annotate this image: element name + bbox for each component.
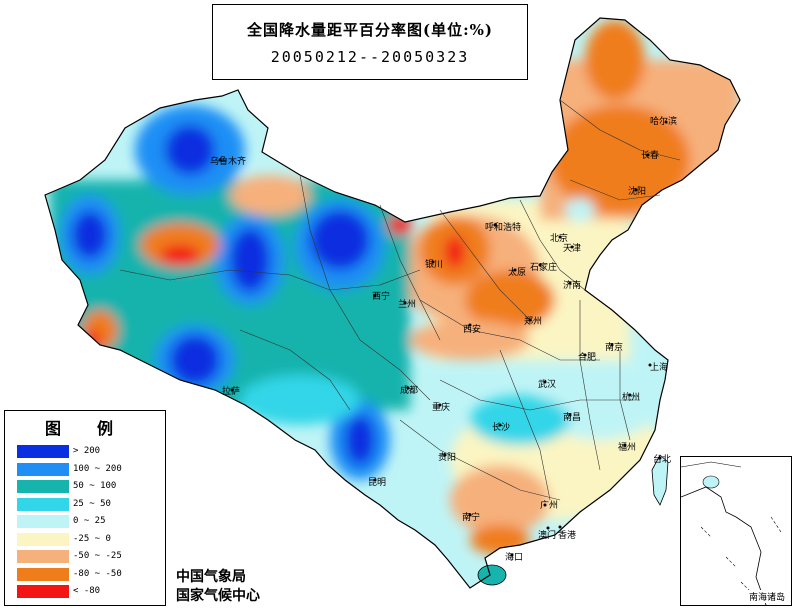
city-label: 天津 xyxy=(563,244,582,254)
legend-item: -80 ~ -50 xyxy=(17,567,165,584)
date-range: 20050212--20050323 xyxy=(270,48,470,66)
legend-item: 0 ~ 25 xyxy=(17,515,165,531)
city-label: 南京 xyxy=(605,343,624,353)
legend-title-char: 图 xyxy=(45,419,62,438)
legend-label: 50 ~ 100 xyxy=(73,481,117,491)
legend-swatch xyxy=(17,567,69,581)
legend-swatch xyxy=(17,445,69,458)
country-border xyxy=(44,17,741,589)
legend-swatch xyxy=(17,480,69,493)
legend-label: -80 ~ -50 xyxy=(73,568,122,579)
city-label: 海口 xyxy=(505,553,524,563)
south-china-sea-inset: 南海诸岛 xyxy=(680,456,792,606)
city-label: 北京 xyxy=(550,234,569,244)
legend-swatch xyxy=(17,497,69,511)
city-label: 太原 xyxy=(508,268,527,278)
city-label: 上海 xyxy=(650,363,669,373)
province-borders xyxy=(119,99,681,501)
legend-swatch xyxy=(17,462,69,476)
city-label: 贵阳 xyxy=(438,453,457,463)
city-label: 杭州 xyxy=(622,393,641,403)
city-label: 成都 xyxy=(400,386,419,396)
city-label: 合肥 xyxy=(578,353,597,363)
city-label: 乌鲁木齐 xyxy=(210,157,247,167)
legend-label: < -80 xyxy=(73,586,101,596)
legend-label: -50 ~ -25 xyxy=(73,551,122,561)
city-label: 武汉 xyxy=(538,380,557,390)
legend-item: 50 ~ 100 xyxy=(17,480,165,496)
legend-swatch xyxy=(17,515,69,528)
city-label: 拉萨 xyxy=(222,387,241,397)
map-legend: 图 例 > 200 100 ~ 200 50 ~ 100 25 ~ 50 0 ~ 25 -… xyxy=(4,410,166,606)
legend-item: -50 ~ -25 xyxy=(17,550,165,566)
city-label: 兰州 xyxy=(398,300,417,310)
legend-item: 100 ~ 200 xyxy=(17,462,165,479)
inset-map xyxy=(680,461,782,606)
city-label: 沈阳 xyxy=(628,187,647,197)
legend-label: 0 ~ 25 xyxy=(73,516,106,526)
legend-item: > 200 xyxy=(17,445,165,461)
city-label: 郑州 xyxy=(524,317,543,327)
legend-label: > 200 xyxy=(73,446,101,456)
legend-swatch xyxy=(17,532,69,546)
agency-subname: 国家气候中心 xyxy=(176,588,260,604)
city-label: 济南 xyxy=(563,281,582,291)
city-markers xyxy=(218,120,668,557)
taiwan-island xyxy=(651,454,669,506)
legend-swatch xyxy=(17,585,69,598)
legend-label: 100 ~ 200 xyxy=(73,463,122,474)
city-label: 西安 xyxy=(463,325,482,335)
city-label: 台北 xyxy=(653,455,672,465)
agency-name: 中国气象局 xyxy=(176,569,246,585)
city-label: 银川 xyxy=(425,260,444,270)
city-label: 南昌 xyxy=(563,413,582,423)
city-label: 长沙 xyxy=(492,423,511,433)
city-label: 重庆 xyxy=(432,403,451,413)
city-label: 昆明 xyxy=(368,478,387,488)
city-label: 呼和浩特 xyxy=(485,223,522,233)
city-label: 西宁 xyxy=(372,292,391,302)
legend-title-char: 例 xyxy=(97,419,114,438)
city-label: 石家庄 xyxy=(530,263,558,273)
city-label: 南宁 xyxy=(462,513,481,523)
city-label: 澳门 xyxy=(538,531,557,541)
inset-label: 南海诸岛 xyxy=(746,590,787,603)
city-label: 香港 xyxy=(558,531,577,541)
legend-label: -25 ~ 0 xyxy=(73,533,111,544)
map-title: 全国降水量距平百分率图(单位:%) xyxy=(247,21,493,39)
legend-item: < -80 xyxy=(17,585,165,601)
city-label: 广州 xyxy=(540,501,559,511)
legend-item: -25 ~ 0 xyxy=(17,532,165,549)
legend-item: 25 ~ 50 xyxy=(17,497,165,514)
map-title-box: 全国降水量距平百分率图(单位:%) 20050212--20050323 xyxy=(212,4,528,80)
hainan-island xyxy=(477,564,507,586)
legend-swatch xyxy=(17,550,69,563)
city-label: 长春 xyxy=(641,151,660,161)
city-label: 哈尔滨 xyxy=(650,117,678,127)
city-label: 福州 xyxy=(618,443,637,453)
legend-label: 25 ~ 50 xyxy=(73,498,111,509)
